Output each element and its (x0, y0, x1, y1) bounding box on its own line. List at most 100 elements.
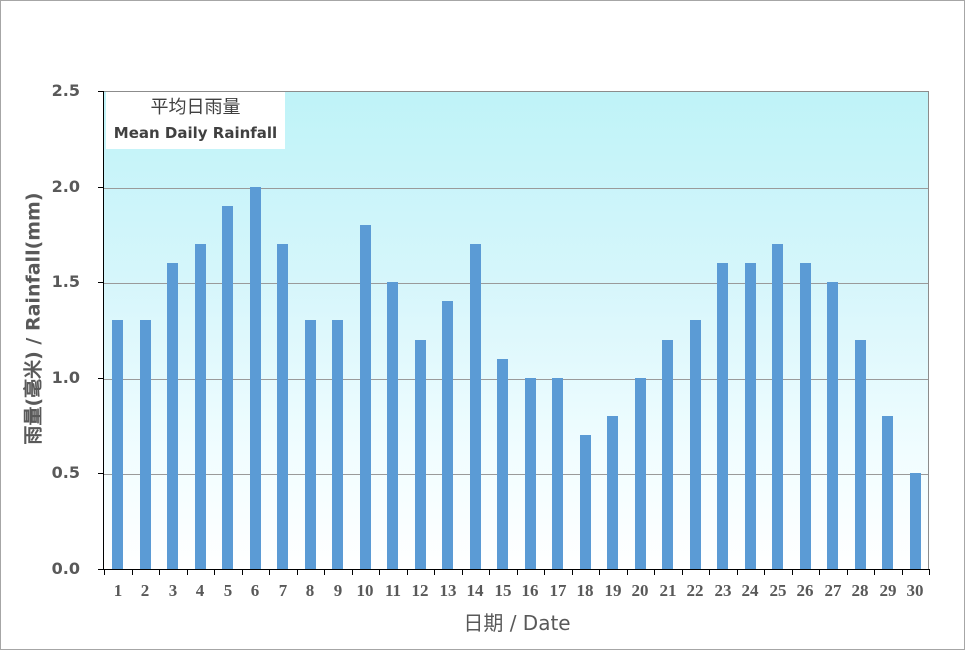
x-tick-label: 11 (384, 581, 402, 600)
bar-day-10 (360, 225, 371, 569)
x-tick-label: 8 (305, 581, 315, 600)
x-tick-label: 24 (741, 581, 759, 600)
x-tick-mark (819, 569, 820, 575)
y-tick-label: 2.5 (51, 81, 80, 100)
x-tick-mark (324, 569, 325, 575)
bar-day-2 (140, 320, 151, 569)
x-tick-label: 20 (631, 581, 649, 600)
x-tick-mark (709, 569, 710, 575)
x-tick-mark (434, 569, 435, 575)
x-tick-mark (214, 569, 215, 575)
x-tick-mark (269, 569, 270, 575)
x-tick-label: 25 (769, 581, 787, 600)
x-tick-label: 6 (250, 581, 260, 600)
x-tick-mark (242, 569, 243, 575)
x-tick-label: 9 (333, 581, 343, 600)
x-tick-mark (104, 569, 105, 575)
bar-day-13 (442, 301, 453, 569)
x-tick-mark (847, 569, 848, 575)
bar-day-6 (250, 187, 261, 569)
x-tick-label: 26 (796, 581, 814, 600)
x-tick-label: 29 (879, 581, 897, 600)
x-tick-label: 19 (604, 581, 622, 600)
bar-day-3 (167, 263, 178, 569)
x-tick-mark (159, 569, 160, 575)
bar-day-16 (525, 378, 536, 569)
x-tick-label: 21 (659, 581, 677, 600)
bar-day-5 (222, 206, 233, 569)
x-tick-mark (517, 569, 518, 575)
y-tick-label: 1.5 (51, 272, 80, 291)
x-tick-mark (297, 569, 298, 575)
x-tick-label: 28 (851, 581, 869, 600)
y-axis-line (103, 91, 104, 570)
legend-title-en: Mean Daily Rainfall (113, 124, 278, 142)
y-tick-label: 2.0 (51, 177, 80, 196)
bar-day-21 (662, 340, 673, 569)
bar-day-7 (277, 244, 288, 569)
x-tick-label: 12 (411, 581, 429, 600)
x-tick-mark (627, 569, 628, 575)
bar-day-22 (690, 320, 701, 569)
bar-day-29 (882, 416, 893, 569)
x-tick-mark (654, 569, 655, 575)
x-tick-mark (187, 569, 188, 575)
bar-day-8 (305, 320, 316, 569)
bar-day-17 (552, 378, 563, 569)
bar-day-30 (910, 473, 921, 569)
x-tick-label: 18 (576, 581, 594, 600)
bar-day-9 (332, 320, 343, 569)
y-tick-label: 0.5 (51, 463, 80, 482)
x-tick-label: 5 (223, 581, 233, 600)
x-tick-mark (352, 569, 353, 575)
legend-box: 平均日雨量 Mean Daily Rainfall (106, 92, 285, 149)
bar-day-1 (112, 320, 123, 569)
y-tick-mark (98, 282, 104, 283)
y-tick-label: 1.0 (51, 368, 80, 387)
legend-title-zh: 平均日雨量 (150, 97, 241, 118)
x-tick-label: 14 (466, 581, 484, 600)
bar-day-11 (387, 282, 398, 569)
y-axis-title: 雨量(毫米) / Rainfall(mm) (22, 192, 45, 445)
x-tick-label: 30 (906, 581, 924, 600)
x-tick-mark (489, 569, 490, 575)
bar-day-20 (635, 378, 646, 569)
bar-day-27 (827, 282, 838, 569)
x-tick-mark (902, 569, 903, 575)
x-tick-mark (929, 569, 930, 575)
gridline (104, 474, 928, 476)
y-tick-mark (98, 91, 104, 92)
gridline (104, 283, 928, 285)
bar-day-18 (580, 435, 591, 569)
bar-day-19 (607, 416, 618, 569)
x-tick-label: 3 (168, 581, 178, 600)
x-tick-label: 23 (714, 581, 732, 600)
bar-day-14 (470, 244, 481, 569)
x-axis-line (98, 569, 930, 570)
x-tick-label: 22 (686, 581, 704, 600)
x-axis-title: 日期 / Date (463, 611, 571, 635)
gridline (104, 187, 928, 189)
bar-day-4 (195, 244, 206, 569)
x-tick-label: 13 (439, 581, 457, 600)
x-tick-mark (407, 569, 408, 575)
x-tick-label: 15 (494, 581, 512, 600)
bar-day-23 (717, 263, 728, 569)
y-tick-mark (98, 378, 104, 379)
bar-day-12 (415, 340, 426, 569)
x-tick-label: 7 (278, 581, 288, 600)
x-tick-label: 27 (824, 581, 842, 600)
x-tick-mark (764, 569, 765, 575)
x-tick-mark (792, 569, 793, 575)
plot-area (104, 91, 929, 569)
bar-day-15 (497, 359, 508, 569)
y-tick-mark (98, 473, 104, 474)
x-tick-mark (462, 569, 463, 575)
bar-day-26 (800, 263, 811, 569)
x-tick-mark (682, 569, 683, 575)
x-tick-mark (132, 569, 133, 575)
x-tick-mark (737, 569, 738, 575)
x-tick-label: 4 (195, 581, 205, 600)
x-tick-label: 16 (521, 581, 539, 600)
y-tick-mark (98, 187, 104, 188)
